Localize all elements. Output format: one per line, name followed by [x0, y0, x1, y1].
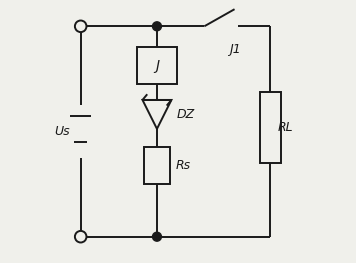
Text: Rs: Rs — [176, 159, 191, 172]
Text: Us: Us — [54, 125, 70, 138]
Text: J: J — [155, 59, 159, 73]
Circle shape — [152, 22, 161, 31]
Bar — [260, 92, 281, 163]
Bar — [144, 147, 170, 184]
Text: RL: RL — [278, 121, 294, 134]
Text: DZ: DZ — [177, 108, 195, 121]
Bar — [137, 47, 177, 84]
Circle shape — [152, 232, 161, 241]
Text: J1: J1 — [229, 43, 240, 57]
